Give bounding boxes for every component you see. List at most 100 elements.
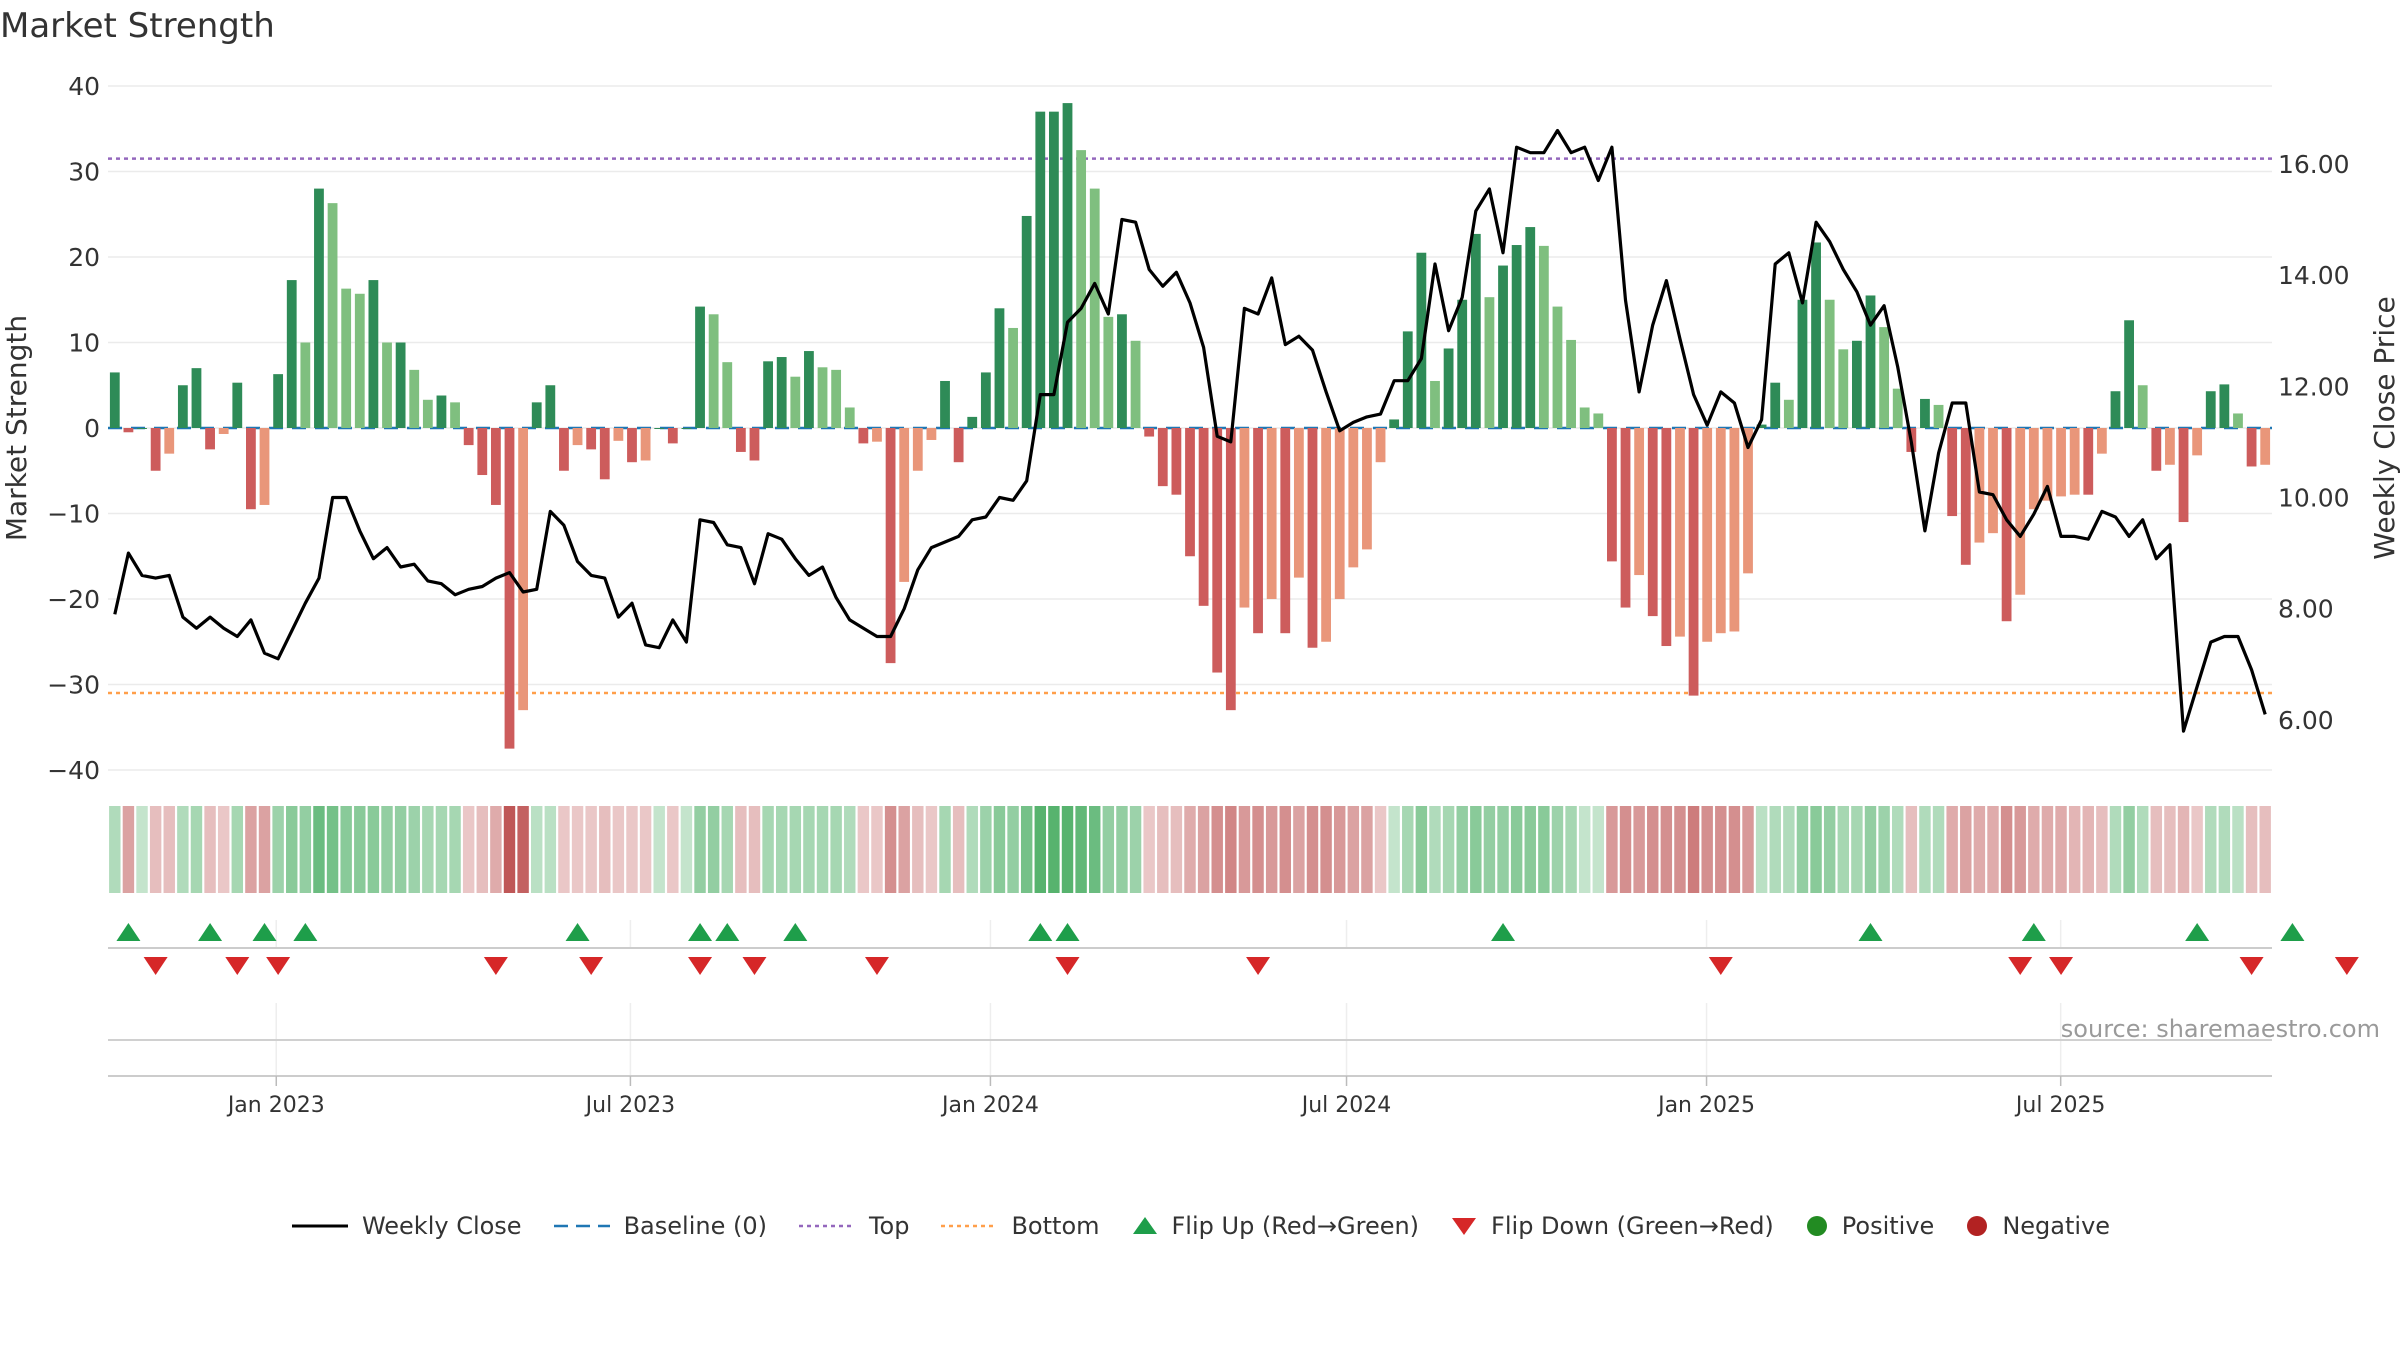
flip-down-marker — [1708, 957, 1733, 975]
heat-cell — [1565, 806, 1577, 893]
heat-cell — [1864, 806, 1877, 893]
legend-label: Positive — [1841, 1212, 1935, 1240]
flip-down-marker — [579, 957, 604, 975]
legend-label: Negative — [2002, 1212, 2111, 1240]
strength-bar — [1334, 428, 1345, 599]
heat-cell — [803, 806, 815, 893]
heat-cell — [2259, 806, 2271, 893]
x-tick-label: Jul 2024 — [1300, 1093, 1392, 1118]
strength-bar — [354, 293, 365, 428]
strength-bar — [1239, 428, 1250, 608]
heat-cell — [1510, 806, 1523, 893]
strength-bar — [2178, 428, 2189, 523]
flip-up-marker — [2185, 923, 2210, 941]
strength-bar — [2069, 428, 2080, 495]
heat-cell — [1960, 806, 1972, 893]
x-tick-label: Jan 2023 — [226, 1093, 325, 1118]
heat-cell — [544, 806, 557, 893]
weekly-close-line — [113, 128, 2267, 733]
strength-bar — [804, 351, 814, 428]
circle-icon — [1806, 1216, 1827, 1236]
strength-bar — [137, 428, 147, 429]
weekly-close-line — [113, 128, 2267, 733]
strength-bar — [1430, 380, 1440, 428]
legend-label: Flip Up (Red→Green) — [1171, 1212, 1420, 1240]
heat-cell — [2055, 806, 2067, 893]
heat-cell — [1007, 806, 1019, 893]
x-tick-label: Jul 2025 — [2014, 1093, 2106, 1118]
heat-cell — [313, 806, 325, 893]
heat-cell — [952, 806, 965, 893]
strength-bar — [436, 395, 447, 428]
legend-dotted-icon — [798, 1224, 855, 1228]
strength-bar — [1008, 327, 1018, 428]
y-tick-label: 40 — [68, 72, 100, 101]
heat-cell — [2014, 806, 2026, 893]
strength-bar — [559, 428, 569, 471]
strength-bar — [1702, 428, 1713, 642]
heat-cell — [2205, 806, 2217, 893]
legend-label: Weekly Close — [361, 1212, 522, 1240]
strength-bar — [872, 428, 882, 442]
source-note: source: sharemaestro.com — [2060, 1015, 2380, 1043]
strength-bar — [1661, 428, 1672, 647]
y2-tick-label: 12.00 — [2278, 372, 2350, 401]
strength-bar — [1865, 295, 1876, 428]
heat-cell — [1361, 806, 1373, 893]
heat-cell — [762, 806, 774, 893]
legend-label: Flip Down (Green→Red) — [1491, 1212, 1774, 1240]
flip-up-marker — [293, 923, 318, 941]
strength-bar — [1511, 245, 1522, 428]
strength-bar — [1715, 428, 1726, 634]
strength-bar — [572, 428, 583, 446]
triangle-up-icon — [1132, 1217, 1157, 1234]
heat-cell — [1456, 806, 1468, 893]
chart-title: Market Strength — [0, 6, 275, 46]
flip-up-marker — [715, 923, 740, 941]
flip-down-marker — [864, 957, 889, 975]
heat-cell — [694, 806, 706, 893]
strength-bar — [953, 428, 964, 463]
strength-bar — [1838, 349, 1849, 428]
heat-cell — [1606, 806, 1618, 893]
strength-bar — [1307, 428, 1318, 648]
legend-line-icon — [291, 1224, 348, 1228]
strength-bar — [1457, 299, 1468, 428]
legend-label: Top — [868, 1212, 910, 1240]
heat-cell — [299, 806, 312, 893]
strength-bar — [1933, 404, 1944, 428]
strength-bars — [109, 103, 2271, 749]
heat-cell — [2191, 806, 2203, 893]
strength-bar — [177, 385, 188, 428]
y-tick-label: 20 — [68, 243, 100, 272]
strength-bar — [1389, 419, 1400, 428]
heat-cell — [1470, 806, 1482, 893]
y-axis-label: Market Strength — [0, 315, 33, 541]
heat-cell — [1333, 806, 1346, 893]
legend-item-bottom: Bottom — [939, 1212, 1100, 1240]
heat-cell — [1851, 806, 1863, 893]
strength-bar — [640, 428, 651, 461]
strength-bar — [1988, 428, 1998, 534]
strength-bar — [2260, 428, 2271, 465]
strength-bar — [545, 385, 556, 428]
heat-cell — [721, 806, 733, 893]
strength-bar — [1103, 316, 1114, 428]
heat-cell — [2218, 806, 2231, 893]
strength-bar — [1212, 428, 1223, 673]
strength-bar — [341, 288, 352, 428]
legend-label: Bottom — [1011, 1212, 1100, 1240]
heat-cell — [1034, 806, 1047, 893]
heat-cell — [462, 806, 475, 893]
strength-bar — [327, 203, 338, 428]
strength-bar — [763, 361, 773, 428]
strength-bar — [1647, 428, 1658, 617]
heat-cell — [217, 806, 230, 893]
heat-cell — [435, 806, 448, 893]
legend-dash-icon — [553, 1224, 610, 1228]
heat-cell — [1415, 806, 1428, 893]
heat-cell — [1483, 806, 1496, 893]
strength-bar — [2096, 428, 2107, 454]
heat-cell — [1320, 806, 1332, 893]
heat-cell — [1919, 806, 1931, 893]
